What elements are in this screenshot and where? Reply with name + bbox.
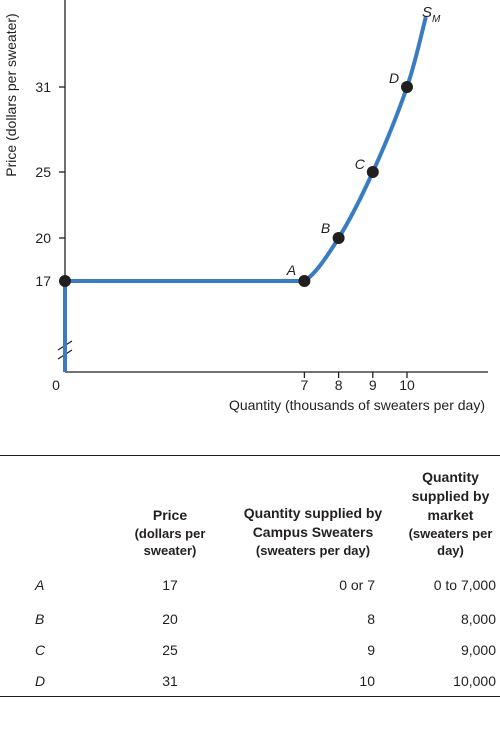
point-label: A (286, 262, 296, 278)
header-market-quantity: Quantity supplied by market (sweaters pe… (401, 456, 500, 568)
table-row: A 17 0 or 7 0 to 7,000 (0, 567, 500, 603)
header-point (0, 456, 115, 568)
row-market-quantity: 9,000 (460, 641, 496, 658)
x-tick-label: 7 (301, 377, 309, 393)
row-point: D (35, 672, 46, 689)
point-label: C (355, 156, 366, 172)
data-point-b (332, 232, 345, 244)
x-tick-label: 8 (335, 377, 343, 393)
data-point (59, 275, 71, 287)
curve-label: SM (422, 4, 441, 25)
y-tick-label: 31 (35, 79, 51, 95)
x-tick-label: 10 (399, 377, 415, 393)
row-campus-quantity: 8 (367, 610, 375, 627)
header-price: Price (dollars per sweater) (115, 456, 225, 568)
x-tick-label: 0 (52, 377, 60, 393)
supply-schedule-table: Price (dollars per sweater) Quantity sup… (0, 455, 500, 697)
schedule-table: Price (dollars per sweater) Quantity sup… (0, 455, 500, 697)
row-campus-quantity: 9 (367, 641, 375, 658)
y-axis-title: Price (dollars per sweater) (3, 13, 19, 176)
axes (57, 0, 488, 373)
data-point-d (401, 81, 413, 93)
data-point-c (366, 166, 379, 178)
row-point: B (35, 610, 45, 627)
point-label: D (389, 70, 399, 86)
row-price: 20 (162, 610, 178, 627)
row-point: C (35, 641, 46, 658)
row-campus-quantity: 0 or 7 (339, 577, 375, 593)
x-axis-title: Quantity (thousands of sweaters per day) (229, 397, 485, 413)
curve-label-main: S (422, 4, 432, 21)
table-row: C 25 9 9,000 (0, 634, 500, 665)
table-row: D 31 10 10,000 (0, 665, 500, 697)
row-price: 17 (162, 577, 178, 593)
marked-points: A B C D (59, 70, 413, 287)
row-price: 25 (162, 641, 178, 658)
row-campus-quantity: 10 (359, 672, 375, 689)
header-market-sub: (sweaters per day) (408, 526, 493, 558)
y-tick-label: 17 (35, 273, 51, 289)
point-label: B (321, 220, 330, 236)
header-market-main: Quantity supplied by market (411, 469, 490, 523)
supply-chart: 17 20 25 31 0 7 8 9 10 Price (dollars per sweat… (3, 0, 488, 413)
row-market-quantity: 8,000 (460, 610, 496, 627)
row-market-quantity: 10,000 (453, 672, 496, 689)
header-price-main: Price (152, 507, 188, 523)
curve-label-sub: M (432, 14, 441, 25)
data-point-a (298, 275, 311, 287)
header-campus-sub: (sweaters per day) (255, 543, 371, 558)
header-campus-quantity: Quantity supplied by Campus Sweaters (sw… (225, 456, 401, 568)
header-price-sub: (dollars per sweater) (134, 526, 206, 558)
table-row: B 20 8 8,000 (0, 603, 500, 634)
row-price: 31 (162, 672, 178, 689)
row-point: A (35, 577, 45, 593)
supply-curve-sm (63, 16, 428, 372)
header-campus-main: Quantity supplied by Campus Sweaters (243, 505, 383, 540)
row-market-quantity: 0 to 7,000 (433, 577, 496, 593)
y-tick-label: 25 (35, 164, 51, 180)
y-tick-label: 20 (35, 230, 51, 246)
table-header-row: Price (dollars per sweater) Quantity sup… (0, 456, 500, 568)
x-tick-label: 9 (369, 377, 377, 393)
x-ticks: 0 7 8 9 10 (52, 372, 415, 393)
y-ticks: 17 20 25 31 (35, 79, 65, 289)
